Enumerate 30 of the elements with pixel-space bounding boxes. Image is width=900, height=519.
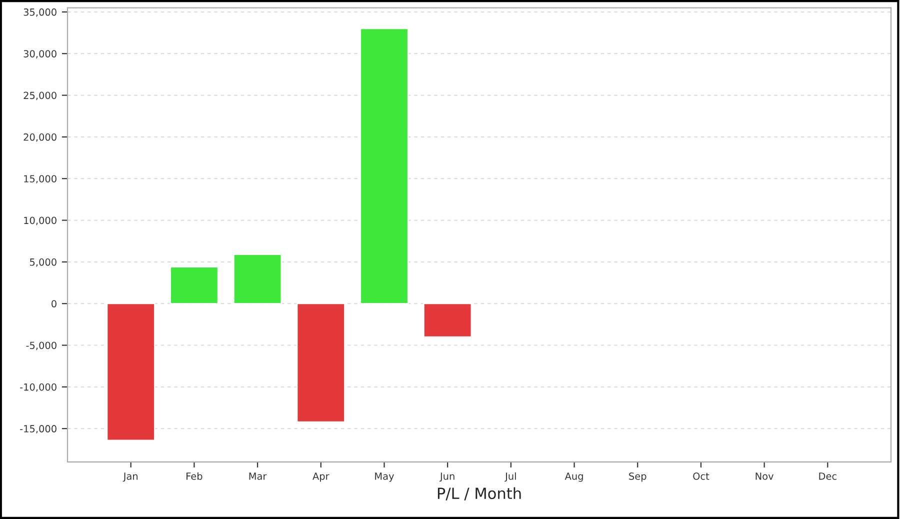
y-tick-label: 10,000 xyxy=(24,216,56,226)
x-tick-label: Sep xyxy=(629,472,646,482)
y-tick-label: 0 xyxy=(52,300,56,308)
bar xyxy=(296,303,346,422)
bar xyxy=(423,303,472,338)
y-tick-label: -15,000 xyxy=(20,425,56,434)
y-tick-label: 25,000 xyxy=(24,92,56,100)
x-tick-label: May xyxy=(375,472,394,482)
bar xyxy=(233,254,282,304)
x-tick-label: Apr xyxy=(312,472,330,482)
y-tick-label: 20,000 xyxy=(24,133,56,142)
bar xyxy=(106,303,156,441)
x-tick-label: Jun xyxy=(439,472,454,482)
x-tick-label: Nov xyxy=(756,472,774,480)
y-tick-label: 5,000 xyxy=(30,258,56,267)
x-tick-label: Oct xyxy=(693,472,710,480)
x-axis-title: P/L / Month xyxy=(438,487,521,500)
bar xyxy=(360,28,409,304)
bar xyxy=(170,266,218,304)
x-tick-label: Jan xyxy=(122,472,138,482)
y-tick-label: -10,000 xyxy=(20,383,56,392)
x-tick-label: Dec xyxy=(819,472,836,480)
x-tick-label: Feb xyxy=(186,472,202,480)
x-tick-label: Aug xyxy=(564,472,583,482)
x-tick-label: Jul xyxy=(504,472,516,482)
y-tick-label: 30,000 xyxy=(24,50,56,58)
y-tick-label: -5,000 xyxy=(26,342,56,350)
y-tick-label: 35,000 xyxy=(24,8,56,17)
y-tick-label: 15,000 xyxy=(24,175,56,184)
x-tick-label: Mar xyxy=(249,472,267,480)
